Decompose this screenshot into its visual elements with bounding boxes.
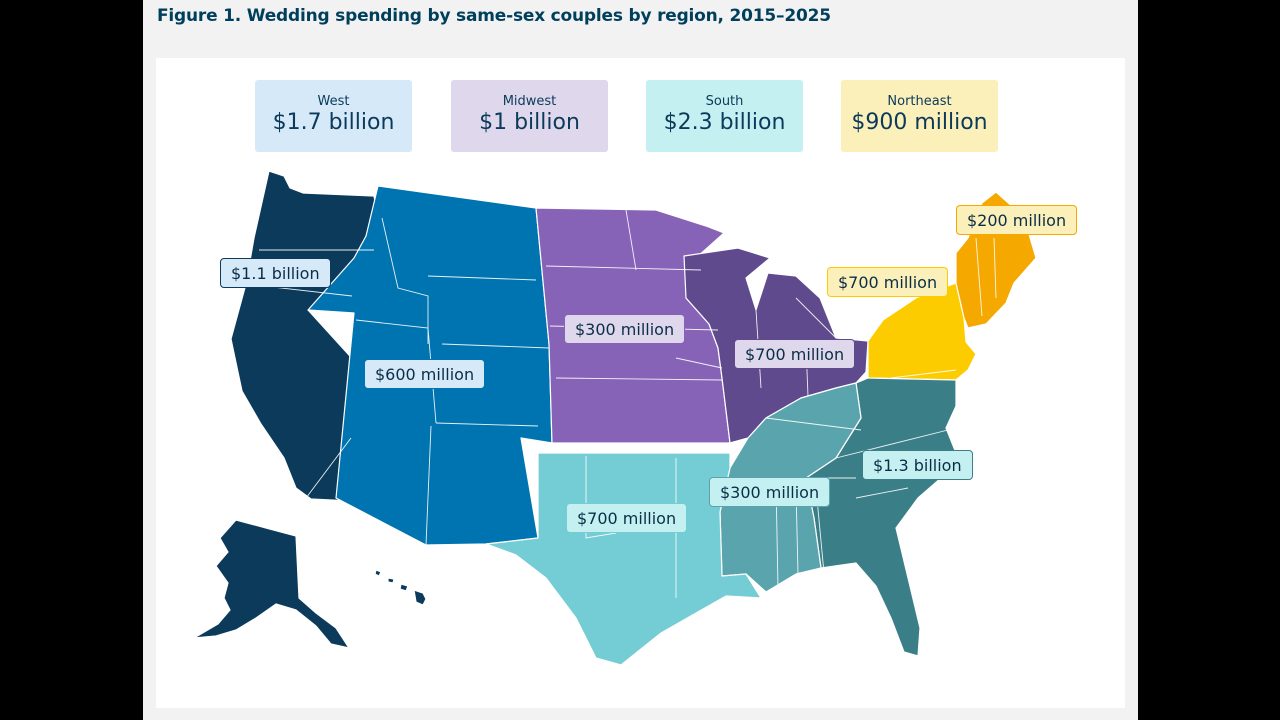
region-value: $900 million — [851, 110, 988, 135]
region-name: South — [705, 94, 744, 109]
region-box-northeast: Northeast $900 million — [841, 80, 998, 152]
us-map — [193, 170, 1037, 666]
region-box-west: West $1.7 billion — [255, 80, 412, 152]
label-middle-atlantic: $700 million — [827, 267, 949, 297]
label-mountain: $600 million — [364, 359, 486, 389]
figure-title: Figure 1. Wedding spending by same-sex c… — [157, 6, 831, 26]
region-name: Midwest — [502, 94, 557, 109]
region-value: $2.3 billion — [663, 110, 786, 135]
label-east-south-central: $300 million — [709, 477, 831, 507]
region-pacific-hawaii — [374, 569, 427, 606]
state-borders — [245, 209, 997, 598]
region-value: $1.7 billion — [272, 110, 395, 135]
region-value: $1 billion — [479, 110, 580, 135]
region-box-south: South $2.3 billion — [646, 80, 803, 152]
region-name: West — [317, 94, 350, 109]
label-new-england: $200 million — [956, 205, 1078, 235]
label-west-north-central: $300 million — [564, 314, 686, 344]
figure-frame: Figure 1. Wedding spending by same-sex c… — [143, 0, 1138, 720]
map-panel: West $1.7 billion Midwest $1 billion Sou… — [156, 58, 1125, 708]
region-name: Northeast — [887, 94, 952, 109]
label-south-atlantic: $1.3 billion — [862, 450, 973, 480]
region-box-midwest: Midwest $1 billion — [451, 80, 608, 152]
label-west-south-central: $700 million — [566, 503, 688, 533]
label-east-north-central: $700 million — [734, 339, 856, 369]
region-pacific-alaska — [193, 519, 350, 649]
label-pacific: $1.1 billion — [220, 258, 331, 288]
